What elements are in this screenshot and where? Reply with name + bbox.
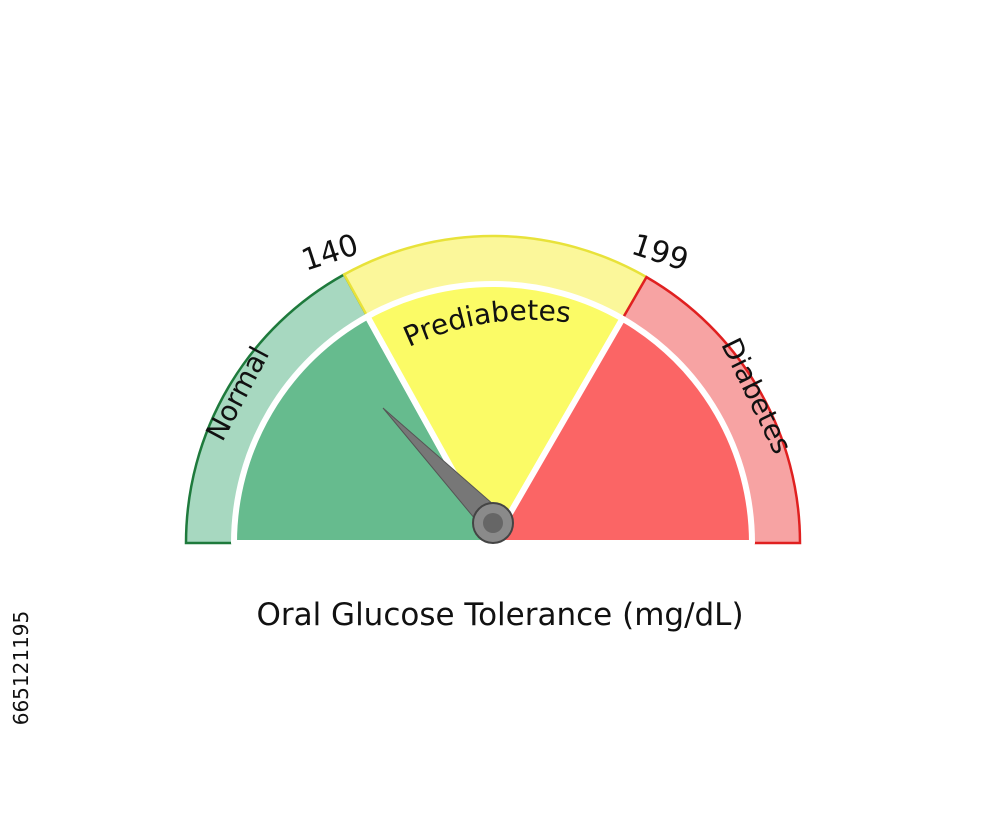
gauge-sector: [490, 315, 755, 546]
needle-pivot-center: [483, 513, 503, 533]
gauge-sector: [231, 313, 496, 546]
gauge-title: Oral Glucose Tolerance (mg/dL): [256, 597, 743, 633]
gauge-sectors: [231, 281, 755, 546]
watermark-id: 665121195: [9, 611, 33, 726]
gauge-sector: [364, 281, 626, 546]
